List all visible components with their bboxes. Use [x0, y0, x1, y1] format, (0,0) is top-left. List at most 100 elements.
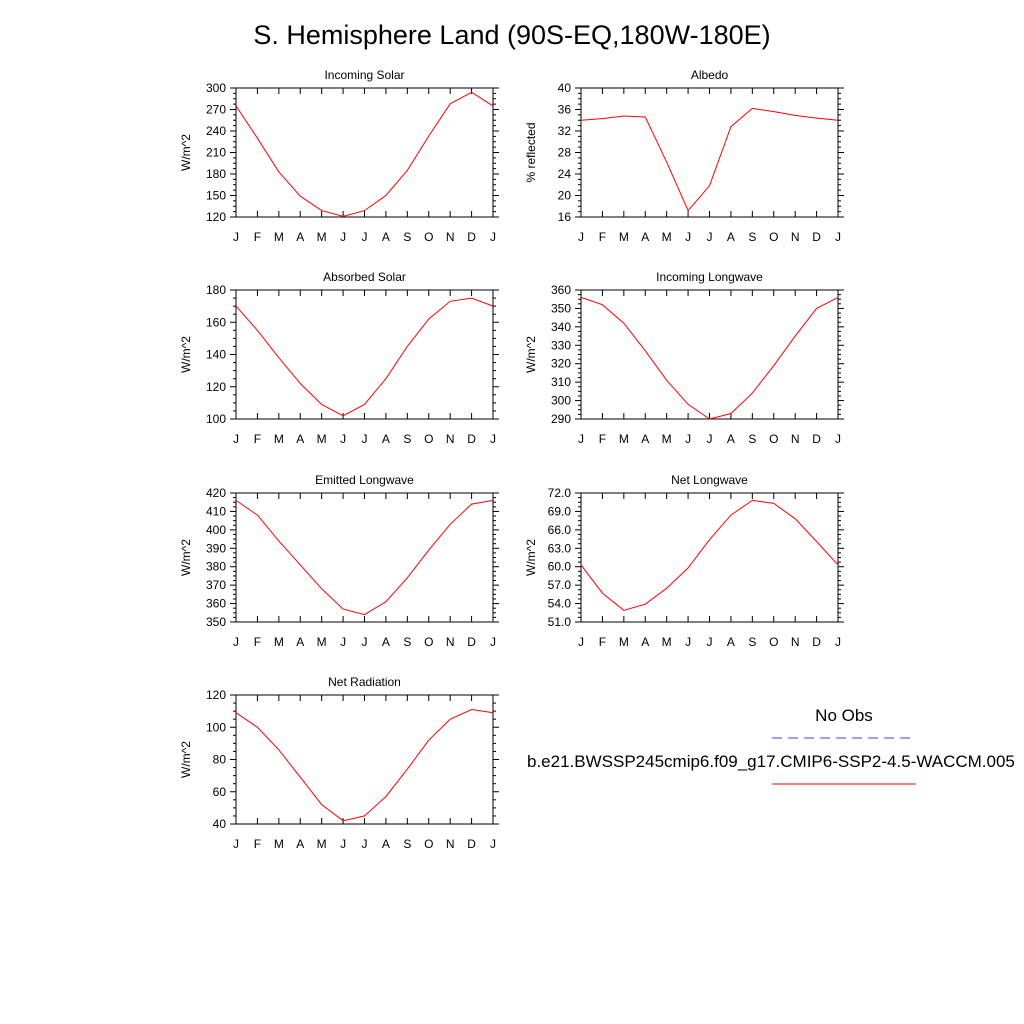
- x-tick-label: A: [296, 230, 304, 244]
- x-tick-label: J: [490, 432, 496, 446]
- x-tick-label: N: [791, 635, 800, 649]
- series-line: [235, 708, 494, 822]
- x-tick-label: S: [403, 635, 411, 649]
- y-tick-label: 60.0: [548, 560, 572, 574]
- y-tick-label: 140: [206, 348, 226, 362]
- y-tick-label: 69.0: [548, 504, 572, 518]
- x-tick-label: M: [662, 230, 672, 244]
- x-tick-label: A: [296, 837, 304, 851]
- y-tick-label: 390: [206, 541, 226, 555]
- x-tick-label: J: [685, 635, 691, 649]
- x-tick-label: F: [254, 635, 261, 649]
- x-tick-label: D: [467, 635, 476, 649]
- x-tick-label: O: [769, 230, 778, 244]
- y-tick-label: 51.0: [548, 615, 572, 629]
- y-tick-label: 380: [206, 560, 226, 574]
- x-tick-label: J: [707, 635, 713, 649]
- y-axis-label: % reflected: [524, 122, 538, 182]
- y-tick-label: 72.0: [548, 486, 572, 500]
- y-tick-label: 20: [558, 189, 572, 203]
- x-tick-label: A: [296, 635, 304, 649]
- y-tick-label: 28: [558, 146, 572, 160]
- x-tick-label: J: [340, 837, 346, 851]
- panel-title: Net Radiation: [328, 675, 401, 689]
- x-tick-label: J: [233, 230, 239, 244]
- x-tick-label: D: [812, 432, 821, 446]
- plot-frame: [235, 492, 494, 623]
- y-tick-label: 57.0: [548, 578, 572, 592]
- x-tick-label: N: [446, 432, 455, 446]
- y-tick-label: 300: [551, 394, 571, 408]
- y-tick-label: 32: [558, 124, 572, 138]
- y-tick-label: 160: [206, 315, 226, 329]
- y-tick-label: 54.0: [548, 597, 572, 611]
- y-tick-label: 420: [206, 486, 226, 500]
- x-tick-label: A: [382, 837, 390, 851]
- x-tick-label: J: [490, 837, 496, 851]
- y-tick-label: 360: [206, 597, 226, 611]
- y-tick-label: 180: [206, 283, 226, 297]
- x-tick-label: J: [578, 432, 584, 446]
- series-line: [580, 296, 839, 420]
- x-tick-label: M: [317, 837, 327, 851]
- y-axis-label: W/m^2: [179, 336, 193, 373]
- x-tick-label: F: [254, 432, 261, 446]
- y-tick-label: 350: [551, 301, 571, 315]
- x-tick-label: M: [662, 432, 672, 446]
- x-tick-label: N: [446, 837, 455, 851]
- x-tick-label: N: [791, 432, 800, 446]
- x-tick-label: J: [685, 432, 691, 446]
- x-tick-label: M: [317, 230, 327, 244]
- y-tick-label: 24: [558, 167, 572, 181]
- y-tick-label: 270: [206, 103, 226, 117]
- y-tick-label: 60: [213, 785, 227, 799]
- panel-title: Albedo: [691, 68, 729, 82]
- x-tick-label: M: [619, 432, 629, 446]
- x-tick-label: O: [424, 837, 433, 851]
- panel-title: Net Longwave: [671, 473, 748, 487]
- x-tick-label: F: [254, 230, 261, 244]
- x-tick-label: M: [274, 837, 284, 851]
- x-tick-label: A: [727, 230, 735, 244]
- panel-title: Incoming Longwave: [656, 270, 763, 284]
- x-tick-label: A: [296, 432, 304, 446]
- y-tick-label: 40: [558, 81, 572, 95]
- x-tick-label: S: [748, 432, 756, 446]
- y-tick-label: 410: [206, 504, 226, 518]
- y-tick-label: 290: [551, 412, 571, 426]
- y-tick-label: 100: [206, 720, 226, 734]
- x-tick-label: A: [727, 635, 735, 649]
- y-tick-label: 340: [551, 320, 571, 334]
- x-tick-label: S: [403, 230, 411, 244]
- y-tick-label: 80: [213, 753, 227, 767]
- x-tick-label: D: [812, 230, 821, 244]
- y-axis-label: W/m^2: [179, 134, 193, 171]
- legend-obs-label: No Obs: [815, 706, 873, 725]
- plot-frame: [580, 289, 839, 420]
- y-tick-label: 360: [551, 283, 571, 297]
- x-tick-label: M: [619, 230, 629, 244]
- x-tick-label: J: [362, 635, 368, 649]
- y-tick-label: 36: [558, 103, 572, 117]
- x-tick-label: A: [382, 635, 390, 649]
- x-tick-label: J: [233, 432, 239, 446]
- x-tick-label: A: [641, 635, 649, 649]
- x-tick-label: J: [362, 837, 368, 851]
- x-tick-label: N: [446, 635, 455, 649]
- x-tick-label: F: [599, 432, 606, 446]
- legend-model-label: b.e21.BWSSP245cmip6.f09_g17.CMIP6-SSP2-4…: [527, 752, 1015, 771]
- y-axis-label: W/m^2: [524, 539, 538, 576]
- panel-title: Incoming Solar: [324, 68, 404, 82]
- y-tick-label: 100: [206, 412, 226, 426]
- x-tick-label: M: [274, 635, 284, 649]
- series-line: [235, 91, 494, 217]
- x-tick-label: A: [727, 432, 735, 446]
- x-tick-label: A: [382, 432, 390, 446]
- y-tick-label: 120: [206, 380, 226, 394]
- y-tick-label: 16: [558, 210, 572, 224]
- series-line: [235, 297, 494, 417]
- y-tick-label: 320: [551, 357, 571, 371]
- y-tick-label: 400: [206, 523, 226, 537]
